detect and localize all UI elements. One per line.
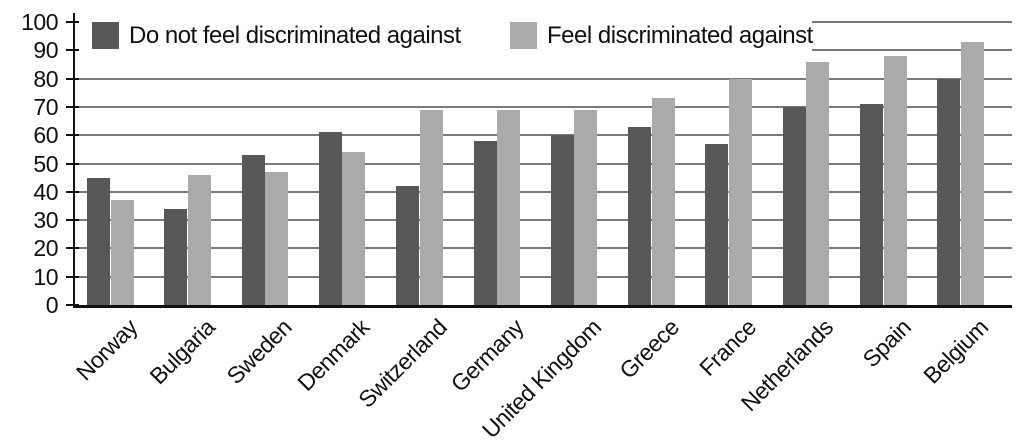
legend-item-feel: Feel discriminated against — [510, 22, 813, 49]
bar-light-sweden — [265, 171, 289, 305]
bar-dark-germany — [473, 140, 497, 305]
y-tick-label: 0 — [45, 292, 59, 318]
bar-light-denmark — [342, 152, 366, 305]
bar-light-bulgaria — [187, 174, 211, 305]
y-tick-label: 70 — [33, 93, 58, 120]
y-tick-label: 90 — [33, 37, 58, 64]
y-tick-label: 20 — [33, 235, 58, 262]
y-axis-line — [73, 13, 75, 308]
gridline-100 — [812, 21, 1012, 23]
legend-label-feel: Feel discriminated against — [547, 22, 813, 49]
y-tick-label: 30 — [33, 207, 58, 234]
bar-dark-belgium — [937, 78, 961, 305]
y-axis-tick — [66, 49, 79, 52]
y-axis-tick — [66, 105, 79, 108]
y-tick-label: 40 — [33, 178, 58, 205]
x-tick-label-belgium: Belgium — [918, 314, 993, 389]
x-tick-label-norway: Norway — [70, 314, 143, 386]
y-axis-tick — [66, 275, 79, 278]
y-axis-tick — [66, 134, 79, 137]
y-tick-label: 60 — [33, 122, 58, 149]
x-axis-line — [73, 305, 1012, 308]
bar-light-spain — [883, 55, 907, 305]
y-axis-tick — [66, 162, 79, 165]
x-tick-label-france: France — [693, 314, 761, 381]
gridline-90 — [812, 49, 1012, 52]
legend-swatch-dark-icon — [92, 22, 119, 49]
legend-item-do-not-feel: Do not feel discriminated against — [92, 22, 461, 49]
y-axis-tick — [66, 190, 79, 193]
bar-light-united-kingdom — [574, 109, 598, 305]
y-tick-label: 50 — [33, 150, 58, 177]
chart-legend: Do not feel discriminated against Feel d… — [76, 12, 813, 60]
bar-light-belgium — [960, 41, 984, 305]
bar-dark-sweden — [241, 155, 265, 305]
y-tick-label: 100 — [21, 9, 58, 35]
bar-light-france — [728, 78, 752, 305]
bar-light-greece — [651, 98, 675, 305]
y-axis-tick — [66, 304, 79, 306]
bar-dark-denmark — [318, 132, 342, 305]
y-axis-tick — [66, 219, 79, 222]
bar-dark-united-kingdom — [550, 135, 574, 305]
bar-dark-netherlands — [782, 106, 806, 305]
y-tick-label: 80 — [33, 65, 58, 92]
gridline-70 — [75, 105, 1012, 108]
legend-label-do-not-feel: Do not feel discriminated against — [129, 22, 461, 49]
gridline-20 — [75, 247, 1012, 250]
bar-light-norway — [110, 200, 134, 305]
y-axis-tick — [66, 21, 79, 23]
gridline-60 — [75, 134, 1012, 137]
x-tick-label-sweden: Sweden — [221, 314, 297, 390]
bar-dark-greece — [628, 126, 652, 305]
bar-dark-switzerland — [396, 186, 420, 305]
bar-dark-spain — [860, 104, 883, 305]
bar-light-switzerland — [419, 109, 443, 305]
x-tick-label-spain: Spain — [857, 314, 916, 373]
y-axis-tick — [66, 77, 79, 80]
bar-dark-bulgaria — [164, 208, 188, 305]
bar-dark-norway — [87, 177, 110, 305]
gridline-30 — [75, 219, 1012, 222]
gridline-10 — [75, 275, 1012, 278]
gridline-50 — [75, 162, 1012, 165]
y-axis-tick — [66, 247, 79, 250]
bar-dark-france — [705, 143, 729, 305]
bar-light-germany — [497, 109, 520, 305]
gridline-40 — [75, 190, 1012, 193]
x-tick-label-bulgaria: Bulgaria — [144, 314, 220, 390]
legend-swatch-light-icon — [510, 22, 537, 49]
y-tick-label: 10 — [33, 263, 58, 290]
x-tick-label-greece: Greece — [613, 314, 684, 384]
gridline-80 — [75, 77, 1012, 80]
bar-light-netherlands — [806, 61, 830, 305]
